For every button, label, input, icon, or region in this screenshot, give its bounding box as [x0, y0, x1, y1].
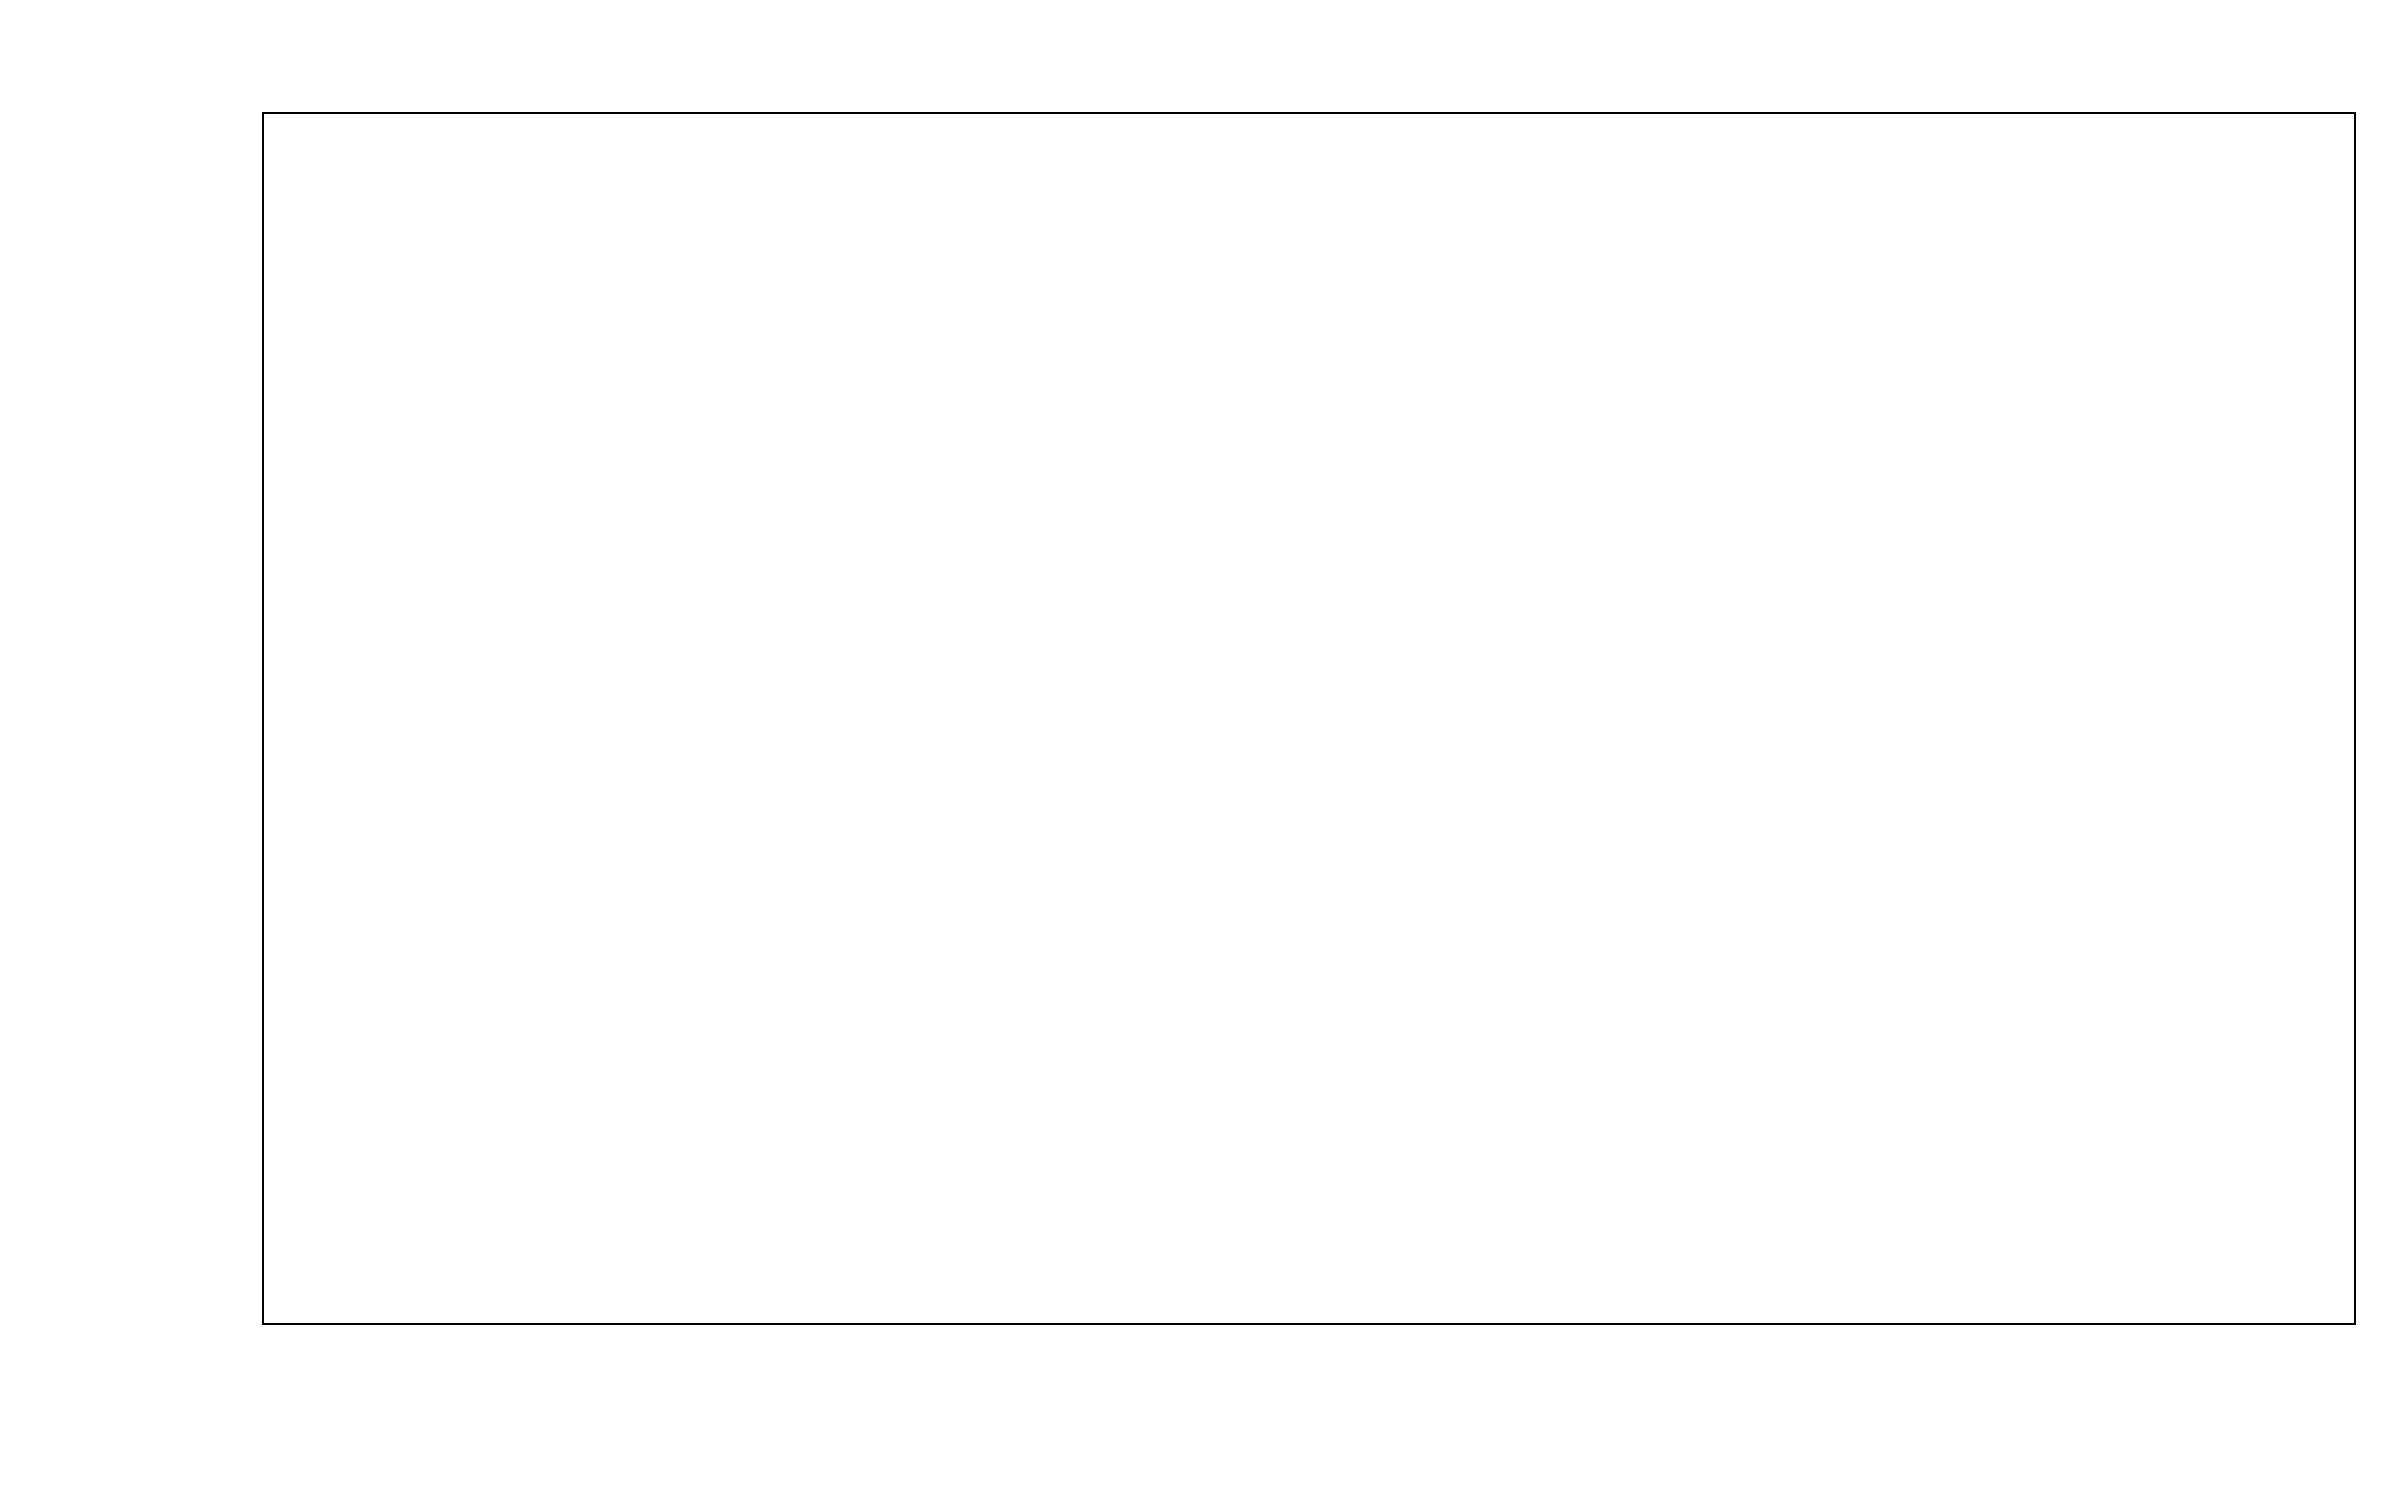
axes-frame — [262, 112, 2356, 1325]
